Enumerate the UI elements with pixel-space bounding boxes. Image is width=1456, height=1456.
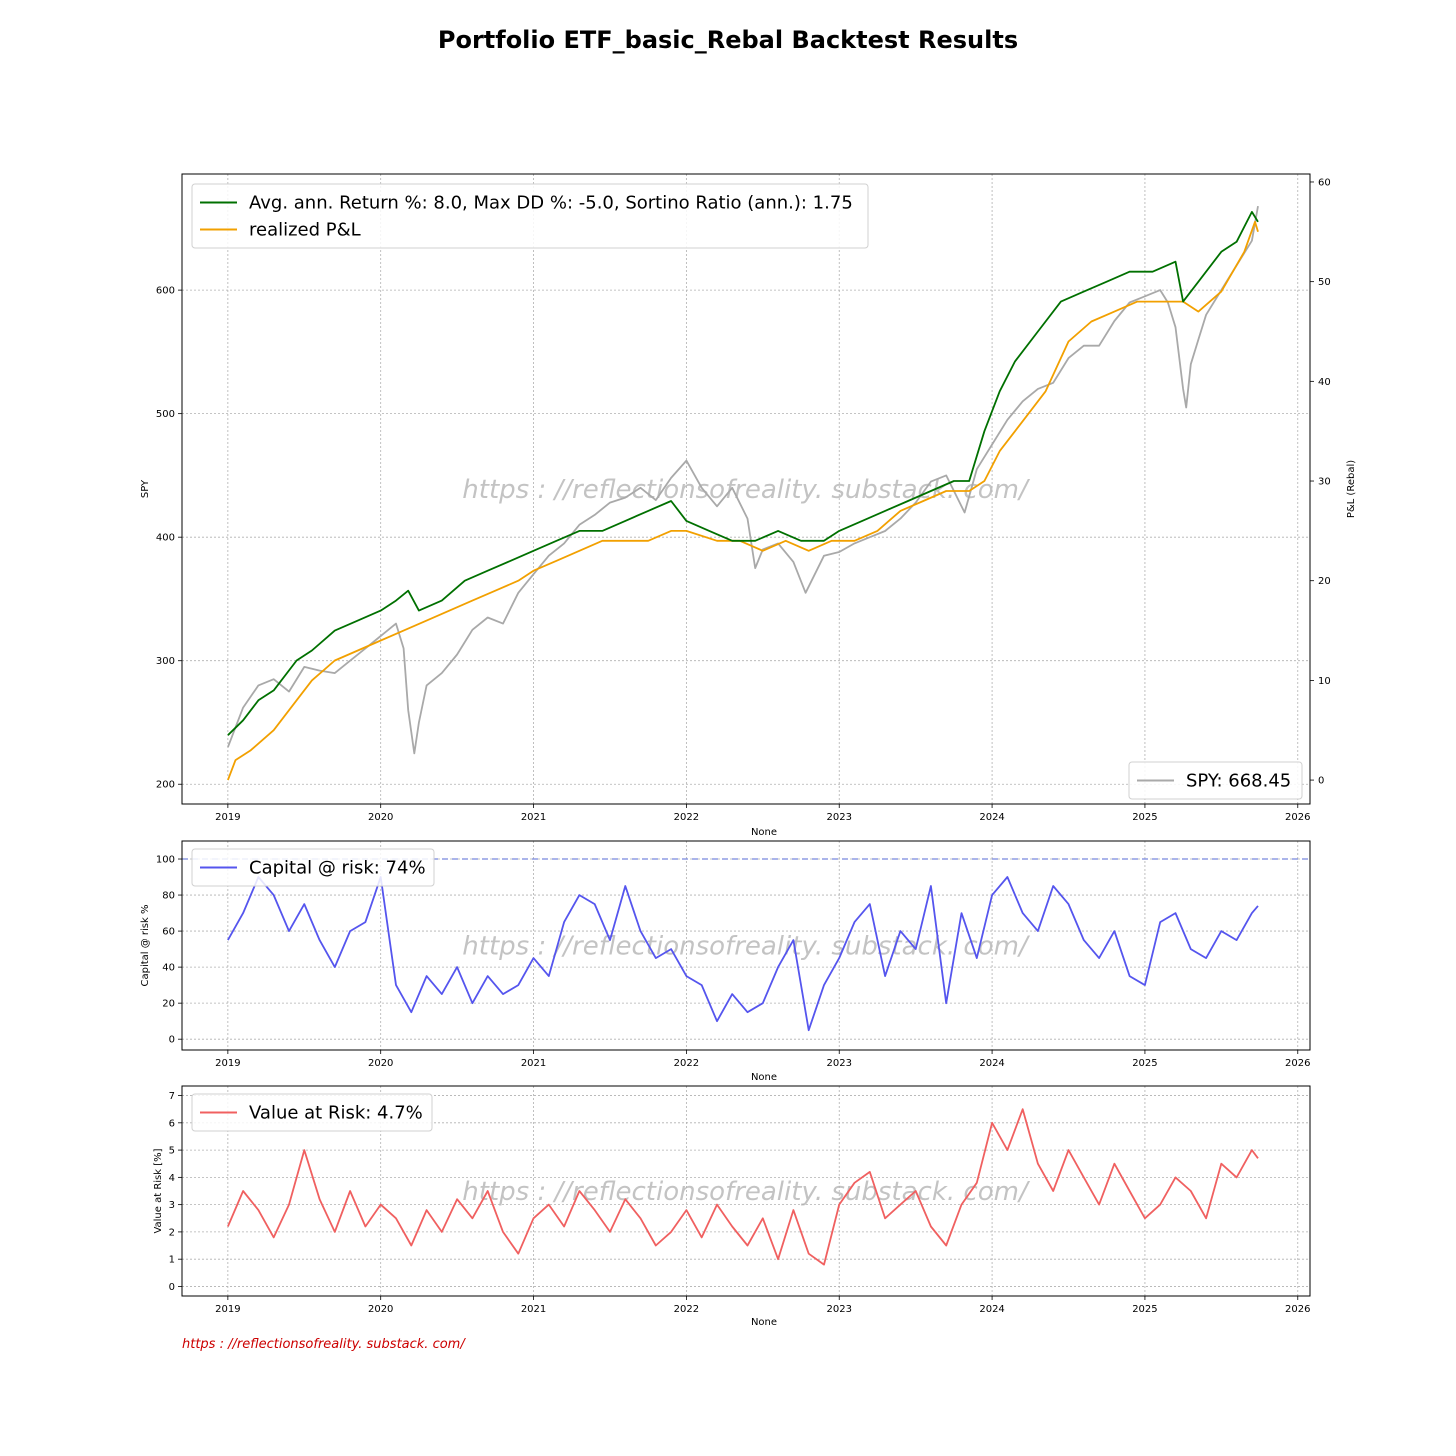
x-tick-label: 2020 — [368, 812, 393, 823]
watermark: https : //reflectionsofreality. substack… — [462, 932, 1031, 962]
x-tick-label: 2020 — [368, 1304, 393, 1315]
x-tick-label: 2026 — [1285, 812, 1310, 823]
y-tick-label: 200 — [156, 780, 175, 791]
watermark: https : //reflectionsofreality. substack… — [462, 1177, 1031, 1207]
y-axis-label: SPY — [140, 479, 151, 498]
capital-at-risk-panel: 2019 2020 2021 2022 2023 2024 2025 2026 0 20 40 60 8… — [140, 840, 1311, 1083]
y-tick-label: 0 — [169, 1035, 175, 1046]
footer-link[interactable]: https : //reflectionsofreality. substack… — [182, 1337, 466, 1352]
plot-frame — [181, 173, 1311, 805]
x-tick-label: 2024 — [979, 1058, 1004, 1069]
y-tick-label: 40 — [162, 963, 175, 974]
x-tick-label: 2019 — [215, 1304, 240, 1315]
legend-label: Avg. ann. Return %: 8.0, Max DD %: -5.0,… — [249, 193, 853, 214]
y-right-tick-label: 50 — [1318, 277, 1331, 288]
series-line-realized — [227, 220, 1259, 781]
x-axis-label: None — [751, 1317, 777, 1328]
x-tick-label: 2021 — [521, 812, 546, 823]
y-tick-label: 80 — [162, 891, 175, 902]
y-right-tick-label: 30 — [1318, 477, 1331, 488]
y-right-tick-label: 40 — [1318, 377, 1331, 388]
y-right-tick-label: 10 — [1318, 676, 1331, 687]
x-tick-label: 2022 — [674, 1058, 699, 1069]
legend-label: Value at Risk: 4.7% — [249, 1103, 423, 1124]
y-tick-label: 5 — [169, 1146, 175, 1157]
legend-box — [1128, 761, 1303, 800]
x-tick-label: 2024 — [979, 812, 1004, 823]
x-tick-label: 2022 — [674, 1304, 699, 1315]
x-tick-label: 2026 — [1285, 1304, 1310, 1315]
x-tick-label: 2026 — [1285, 1058, 1310, 1069]
series-line-value — [227, 1108, 1259, 1266]
watermark: https : //reflectionsofreality. substack… — [462, 475, 1031, 505]
legend-box — [191, 848, 435, 887]
value-at-risk-panel: 2019 2020 2021 2022 2023 2024 2025 2026 0 1 2 3 4 5 6 7… — [153, 1085, 1311, 1328]
x-tick-label: 2022 — [674, 812, 699, 823]
x-tick-label: 2021 — [521, 1304, 546, 1315]
plot-frame — [181, 1085, 1311, 1297]
y-tick-label: 400 — [156, 533, 175, 544]
y-tick-label: 60 — [162, 927, 175, 938]
legend-var: Value at Risk: 4.7% — [191, 1093, 433, 1132]
y-right-tick-label: 20 — [1318, 576, 1331, 587]
y-tick-label: 20 — [162, 999, 175, 1010]
legend-box — [191, 1093, 433, 1132]
legend-box — [191, 183, 869, 249]
y-tick-label: 100 — [156, 855, 175, 866]
series-line-avg — [227, 210, 1259, 736]
x-tick-label: 2025 — [1132, 1058, 1157, 1069]
x-tick-label: 2020 — [368, 1058, 393, 1069]
legend-spy: SPY: 668.45 — [1128, 761, 1303, 800]
series-line-spy — [227, 205, 1259, 755]
figure-title: Portfolio ETF_basic_Rebal Backtest Resul… — [438, 26, 1018, 54]
x-tick-label: 2023 — [827, 1304, 852, 1315]
series-line-capital — [227, 876, 1259, 1032]
legend-label: Capital @ risk: 74% — [249, 858, 426, 879]
legend-label: SPY: 668.45 — [1186, 771, 1291, 792]
y-tick-label: 300 — [156, 656, 175, 667]
x-axis-label: None — [751, 827, 777, 838]
y-tick-label: 0 — [169, 1282, 175, 1293]
y-tick-label: 7 — [169, 1091, 175, 1102]
y-tick-label: 1 — [169, 1255, 175, 1266]
y-axis-label: Capital @ risk % — [140, 905, 151, 987]
price-pnl-panel: 2019 2020 2021 2022 2023 2024 2025 202620030040… — [140, 173, 1357, 838]
y-axis-label-right: P&L (Rebal) — [1346, 460, 1357, 518]
x-tick-label: 2024 — [979, 1304, 1004, 1315]
legend-label: realized P&L — [249, 220, 361, 241]
y-tick-label: 600 — [156, 286, 175, 297]
y-right-tick-label: 60 — [1318, 177, 1331, 188]
x-tick-label: 2025 — [1132, 812, 1157, 823]
x-tick-label: 2023 — [827, 1058, 852, 1069]
x-tick-label: 2023 — [827, 812, 852, 823]
x-tick-label: 2025 — [1132, 1304, 1157, 1315]
y-axis-label: Value at Risk [%] — [153, 1148, 164, 1233]
legend-capital: Capital @ risk: 74% — [191, 848, 435, 887]
y-tick-label: 2 — [169, 1227, 175, 1238]
legend-top-left: Avg. ann. Return %: 8.0, Max DD %: -5.0,… — [191, 183, 869, 249]
y-tick-label: 6 — [169, 1118, 175, 1129]
y-tick-label: 3 — [169, 1200, 175, 1211]
plot-frame — [181, 840, 1311, 1051]
x-axis-label: None — [751, 1072, 777, 1083]
x-tick-label: 2021 — [521, 1058, 546, 1069]
y-tick-label: 4 — [169, 1173, 175, 1184]
x-tick-label: 2019 — [215, 812, 240, 823]
y-tick-label: 500 — [156, 409, 175, 420]
y-right-tick-label: 0 — [1318, 776, 1324, 787]
x-tick-label: 2019 — [215, 1058, 240, 1069]
